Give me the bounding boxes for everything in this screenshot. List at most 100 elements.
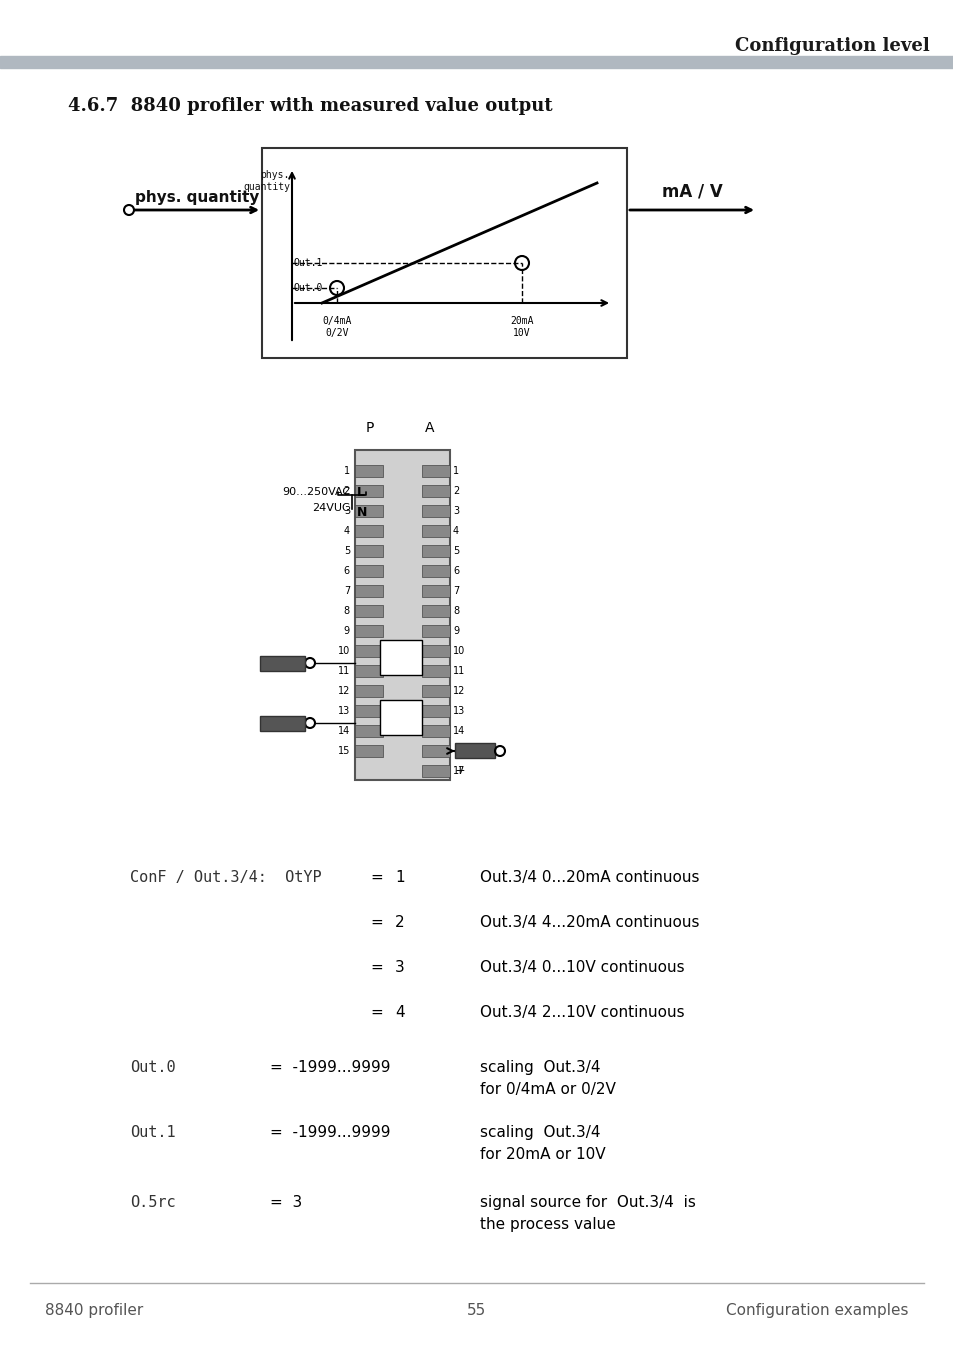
Text: 15: 15 [337,746,350,757]
Bar [421,744,450,757]
Text: phys.
quantity: phys. quantity [243,170,290,192]
Bar [355,685,382,697]
Text: 4: 4 [453,526,458,536]
Text: =: = [370,915,382,929]
Text: 3: 3 [343,507,350,516]
Bar [421,526,450,536]
Bar [355,644,382,657]
Bar [355,705,382,717]
Text: signal source for  Out.3/4  is: signal source for Out.3/4 is [479,1196,695,1210]
Text: 90...250VAC: 90...250VAC [281,486,350,497]
Bar [421,485,450,497]
Bar [421,505,450,517]
Text: for 0/4mA or 0/2V: for 0/4mA or 0/2V [479,1082,616,1097]
Bar [355,605,382,617]
Text: (16): (16) [453,746,473,757]
Bar [355,585,382,597]
Text: for 20mA or 10V: for 20mA or 10V [479,1147,605,1162]
Bar [421,705,450,717]
Bar [355,485,382,497]
Text: 10: 10 [453,646,465,657]
Text: =  -1999...9999: = -1999...9999 [270,1061,390,1075]
Text: 2: 2 [395,915,404,929]
Text: Out.3/4 0...20mA continuous: Out.3/4 0...20mA continuous [479,870,699,885]
Text: 3: 3 [453,507,458,516]
Bar [421,605,450,617]
Bar [421,685,450,697]
Bar [355,505,382,517]
Text: 12: 12 [337,686,350,696]
Text: phys. quantity: phys. quantity [134,190,259,205]
Text: 12: 12 [453,686,465,696]
Text: 1: 1 [453,466,458,476]
Text: 1: 1 [343,466,350,476]
Bar [421,465,450,477]
Text: 0/4mA
0/2V: 0/4mA 0/2V [322,316,352,338]
Bar [421,765,450,777]
Bar [355,565,382,577]
Bar [355,725,382,738]
Bar [260,716,305,731]
Text: 13: 13 [337,707,350,716]
Text: 3: 3 [395,961,404,975]
Text: 14: 14 [337,725,350,736]
Text: Configuration level: Configuration level [735,36,929,55]
Bar [355,744,382,757]
Bar [355,626,382,638]
Text: Out.1: Out.1 [294,258,323,267]
Text: 4: 4 [343,526,350,536]
Bar [355,526,382,536]
Text: 8840 profiler: 8840 profiler [45,1302,143,1319]
Text: 7: 7 [343,586,350,596]
Text: scaling  Out.3/4: scaling Out.3/4 [479,1125,599,1140]
Bar [260,657,305,671]
Bar [0,55,953,68]
Bar [421,565,450,577]
Bar [421,626,450,638]
Bar [262,149,626,358]
Bar [355,665,382,677]
Text: 8: 8 [343,607,350,616]
Bar [421,585,450,597]
Text: Out.0: Out.0 [130,1061,175,1075]
Text: 10: 10 [337,646,350,657]
Text: Out.3/4 0...10V continuous: Out.3/4 0...10V continuous [479,961,684,975]
Text: =: = [370,870,382,885]
Text: =  3: = 3 [270,1196,302,1210]
Bar [355,544,382,557]
Text: 1: 1 [395,870,404,885]
Text: Out.0: Out.0 [294,282,323,293]
Text: +: + [395,653,405,663]
Text: +: + [455,765,465,777]
Bar [379,640,421,676]
Bar [455,743,495,758]
Text: 4: 4 [395,1005,404,1020]
Text: 11: 11 [453,666,465,676]
Text: Out.1: Out.1 [130,1125,175,1140]
Text: 24VUC: 24VUC [312,503,350,513]
Text: 55: 55 [467,1302,486,1319]
Bar [379,700,421,735]
Text: OUT3: OUT3 [271,659,294,669]
Text: 17: 17 [453,766,465,775]
Text: the process value: the process value [479,1217,615,1232]
Text: P: P [365,422,374,435]
Text: =: = [370,1005,382,1020]
Text: =: = [370,961,382,975]
Text: 4.6.7  8840 profiler with measured value output: 4.6.7 8840 profiler with measured value … [68,97,552,115]
Text: 9: 9 [343,626,350,636]
Text: 5: 5 [343,546,350,557]
Bar [421,644,450,657]
Text: Out.3/4 2...10V continuous: Out.3/4 2...10V continuous [479,1005,684,1020]
Text: 8: 8 [453,607,458,616]
Text: 11: 11 [337,666,350,676]
Text: L: L [356,485,365,499]
Text: ConF / Out.3/4:  OtYP: ConF / Out.3/4: OtYP [130,870,321,885]
Text: O.5rc: O.5rc [130,1196,175,1210]
Text: scaling  Out.3/4: scaling Out.3/4 [479,1061,599,1075]
Text: 9: 9 [453,626,458,636]
Text: A: A [425,422,435,435]
Text: 7: 7 [453,586,458,596]
Text: 6: 6 [453,566,458,576]
Text: Out.3/4 4...20mA continuous: Out.3/4 4...20mA continuous [479,915,699,929]
